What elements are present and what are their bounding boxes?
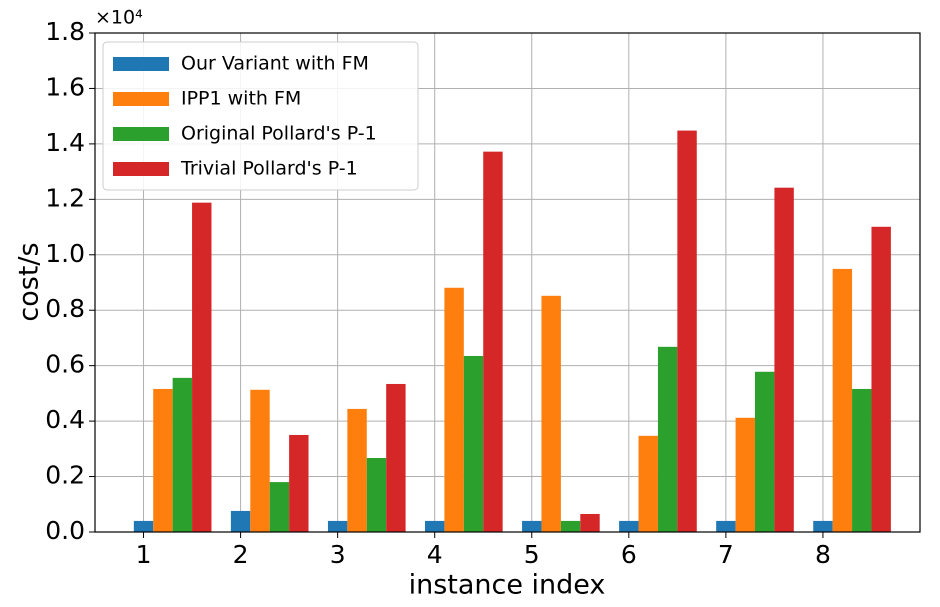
bar (657, 346, 678, 532)
x-tick-label: 1 (136, 540, 152, 569)
bar (852, 388, 872, 532)
bar (619, 520, 639, 532)
bar (153, 388, 173, 532)
bar (580, 513, 600, 532)
legend: Our Variant with FM IPP1 with FM Original … (102, 41, 419, 191)
x-tick-label: 5 (524, 540, 540, 569)
bar (366, 457, 387, 532)
bar (483, 151, 503, 532)
legend-swatch (113, 57, 169, 71)
x-tick-label: 6 (621, 540, 637, 569)
bar (386, 383, 406, 532)
bar (289, 434, 309, 532)
y-offset-label: ×10⁴ (95, 7, 143, 29)
y-tick-label: 1.2 (45, 183, 85, 212)
legend-swatch (113, 92, 169, 106)
bar (541, 295, 561, 532)
bar (735, 417, 755, 532)
bar (560, 520, 581, 532)
legend-label: Trivial Pollard's P-1 (180, 158, 358, 180)
plot-frame (94, 32, 921, 533)
y-tick-label: 0.0 (45, 516, 85, 545)
bar (813, 520, 833, 532)
x-tick-label: 3 (330, 540, 346, 569)
legend-label: IPP1 with FM (181, 88, 301, 110)
y-tick-label: 0.8 (45, 294, 85, 323)
legend-label: Original Pollard's P-1 (181, 123, 377, 145)
bar (172, 377, 193, 532)
y-tick-label: 1.6 (45, 72, 85, 101)
bar (522, 520, 542, 532)
bar (250, 389, 270, 532)
legend-label: Our Variant with FM (181, 53, 369, 75)
bar (832, 268, 853, 532)
x-axis-label: instance index (409, 570, 606, 601)
x-tick-label: 8 (815, 540, 831, 569)
bar (638, 435, 658, 532)
bar (425, 520, 445, 532)
legend-box (102, 41, 419, 191)
bar (677, 130, 697, 533)
x-tick-label: 7 (718, 540, 734, 569)
y-tick-label: 0.4 (45, 405, 85, 434)
bar (230, 510, 251, 532)
bar (774, 187, 794, 532)
bar (347, 408, 367, 532)
legend-swatch (113, 127, 169, 141)
bar (755, 371, 775, 532)
bar (269, 482, 290, 532)
x-tick-label: 4 (427, 540, 443, 569)
bar (463, 355, 484, 532)
bar (192, 202, 212, 532)
bar (133, 520, 154, 532)
y-tick-label: 1.4 (45, 128, 85, 157)
bar (716, 520, 736, 532)
y-tick-label: 1.0 (45, 239, 85, 268)
y-tick-label: 0.6 (45, 350, 85, 379)
bar (327, 520, 348, 532)
x-tick-label: 2 (233, 540, 249, 569)
y-tick-label: 1.8 (45, 17, 85, 46)
y-tick-label: 0.2 (45, 461, 85, 490)
bar (871, 226, 891, 533)
legend-swatch (113, 162, 169, 176)
y-axis-label: cost/s (14, 242, 45, 321)
bar (444, 287, 464, 532)
